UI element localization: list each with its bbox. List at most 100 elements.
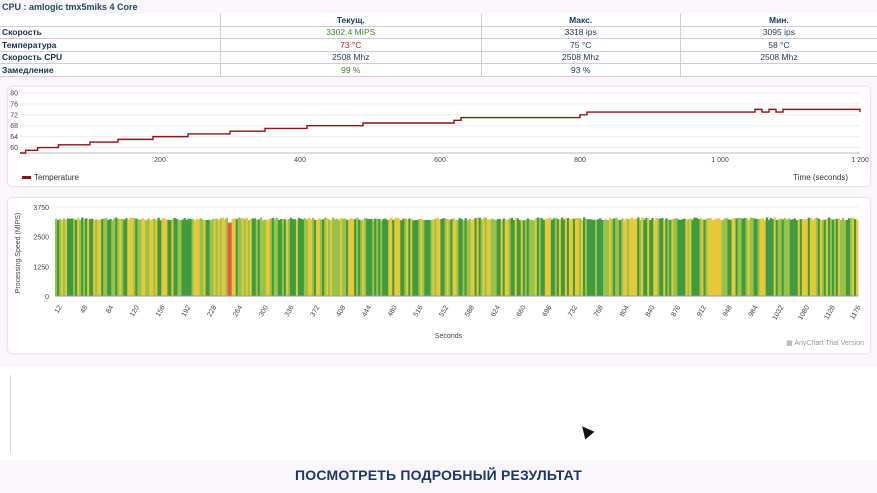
speed-bar [516, 218, 520, 296]
speed-bar [287, 218, 291, 296]
speed-bar [851, 217, 855, 296]
speed-bar [468, 219, 471, 296]
y-axis-title: Processing Speed (MIPS) [15, 213, 22, 294]
speed-bar [259, 217, 263, 296]
value-max: 3318 ips [480, 26, 681, 39]
speed-bar [759, 218, 763, 296]
speed-bar [633, 219, 636, 296]
speed-bar [227, 222, 231, 296]
speed-bar [472, 219, 475, 296]
speed-bar [484, 217, 488, 296]
speed-bar [584, 218, 588, 296]
speed-bar [444, 218, 447, 296]
speed-bar [556, 219, 560, 296]
speed-bar [79, 219, 82, 296]
speed-bar [313, 220, 317, 296]
speed-bar [849, 218, 853, 296]
speed-bar [173, 217, 176, 296]
x-tick-label: 948 [722, 304, 734, 318]
speed-bar [209, 220, 212, 296]
speed-bar [221, 217, 225, 296]
speed-bar [721, 220, 724, 296]
speed-bar [360, 220, 363, 296]
speed-bar [677, 219, 680, 296]
speed-bar [801, 218, 805, 296]
speed-bar [279, 218, 283, 296]
speed-bar [301, 219, 305, 296]
speed-bar [781, 219, 785, 296]
speed-bar [757, 218, 761, 296]
speed-bar [143, 219, 146, 296]
speed-bar [456, 219, 459, 296]
speed-bar [356, 217, 359, 296]
speed-bar [303, 218, 307, 296]
speed-bar [408, 218, 411, 296]
speed-bar [235, 219, 239, 296]
speed-bar [488, 219, 492, 296]
speed-bar [271, 217, 275, 296]
speed-bar [378, 218, 381, 296]
speed-bar [67, 218, 70, 296]
speed-bar [438, 219, 441, 296]
speed-bar [755, 219, 759, 296]
speed-bar [723, 218, 726, 296]
speed-bar [364, 217, 367, 296]
speed-bar [805, 218, 809, 296]
speed-bar [747, 220, 750, 296]
speed-bar [159, 220, 162, 296]
speed-bar [550, 219, 554, 296]
speed-bar [568, 219, 572, 296]
speed-bar [564, 217, 568, 296]
speed-bar [494, 220, 498, 296]
divider [10, 375, 11, 453]
speed-bar [241, 218, 245, 296]
speed-bar [591, 219, 594, 296]
speed-bar [390, 217, 393, 296]
anychart-credit[interactable]: ▦ AnyChart Trial Version [786, 339, 864, 347]
speed-bar [831, 219, 835, 296]
x-tick-label: 876 [670, 304, 682, 318]
speed-bar [524, 219, 528, 296]
view-detailed-result-button[interactable]: ПОСМОТРЕТЬ ПОДРОБНЫЙ РЕЗУЛЬТАТ [295, 467, 582, 483]
speed-bar [420, 218, 423, 296]
speed-bar [783, 218, 787, 296]
speed-bar [843, 220, 847, 296]
speed-bar [482, 217, 486, 296]
speed-bar [695, 217, 698, 296]
speed-bar [627, 219, 630, 296]
value-current: 99 % [220, 63, 482, 77]
speed-bar [368, 218, 371, 296]
speed-bar [71, 218, 74, 296]
speed-bar [749, 217, 753, 296]
y-tick-label: 68 [10, 123, 18, 130]
y-tick-label: 72 [10, 112, 18, 119]
speed-bar [189, 219, 192, 296]
speed-bar [665, 218, 668, 296]
speed-bar [161, 218, 164, 296]
stats-row-temperature: Температура 73 °C 75 °C 58 °C [0, 38, 877, 52]
speed-bar [139, 219, 142, 296]
speed-bar [771, 218, 775, 296]
speed-bar [366, 218, 369, 296]
x-tick-label: 600 [434, 157, 446, 164]
speed-bar [348, 219, 351, 296]
speed-bar [291, 219, 295, 296]
speed-bar [317, 218, 321, 296]
legend-label[interactable]: Temperature [34, 173, 79, 182]
speed-bar [307, 217, 311, 296]
speed-bar [496, 219, 500, 296]
stats-row-throttling: Замедление 99 % 93 % [0, 63, 877, 77]
speed-bar [655, 217, 658, 296]
speed-bar [739, 218, 742, 296]
speed-bar [255, 219, 259, 296]
speed-bar [165, 219, 168, 296]
speed-bar [205, 220, 208, 296]
speed-bar [334, 219, 337, 296]
speed-bar [141, 218, 144, 296]
speed-bar [336, 218, 339, 296]
temperature-series-line [20, 108, 861, 154]
speed-bar [151, 218, 154, 296]
speed-bar [711, 220, 714, 296]
speed-bar [625, 218, 628, 296]
speed-bar [245, 217, 249, 296]
